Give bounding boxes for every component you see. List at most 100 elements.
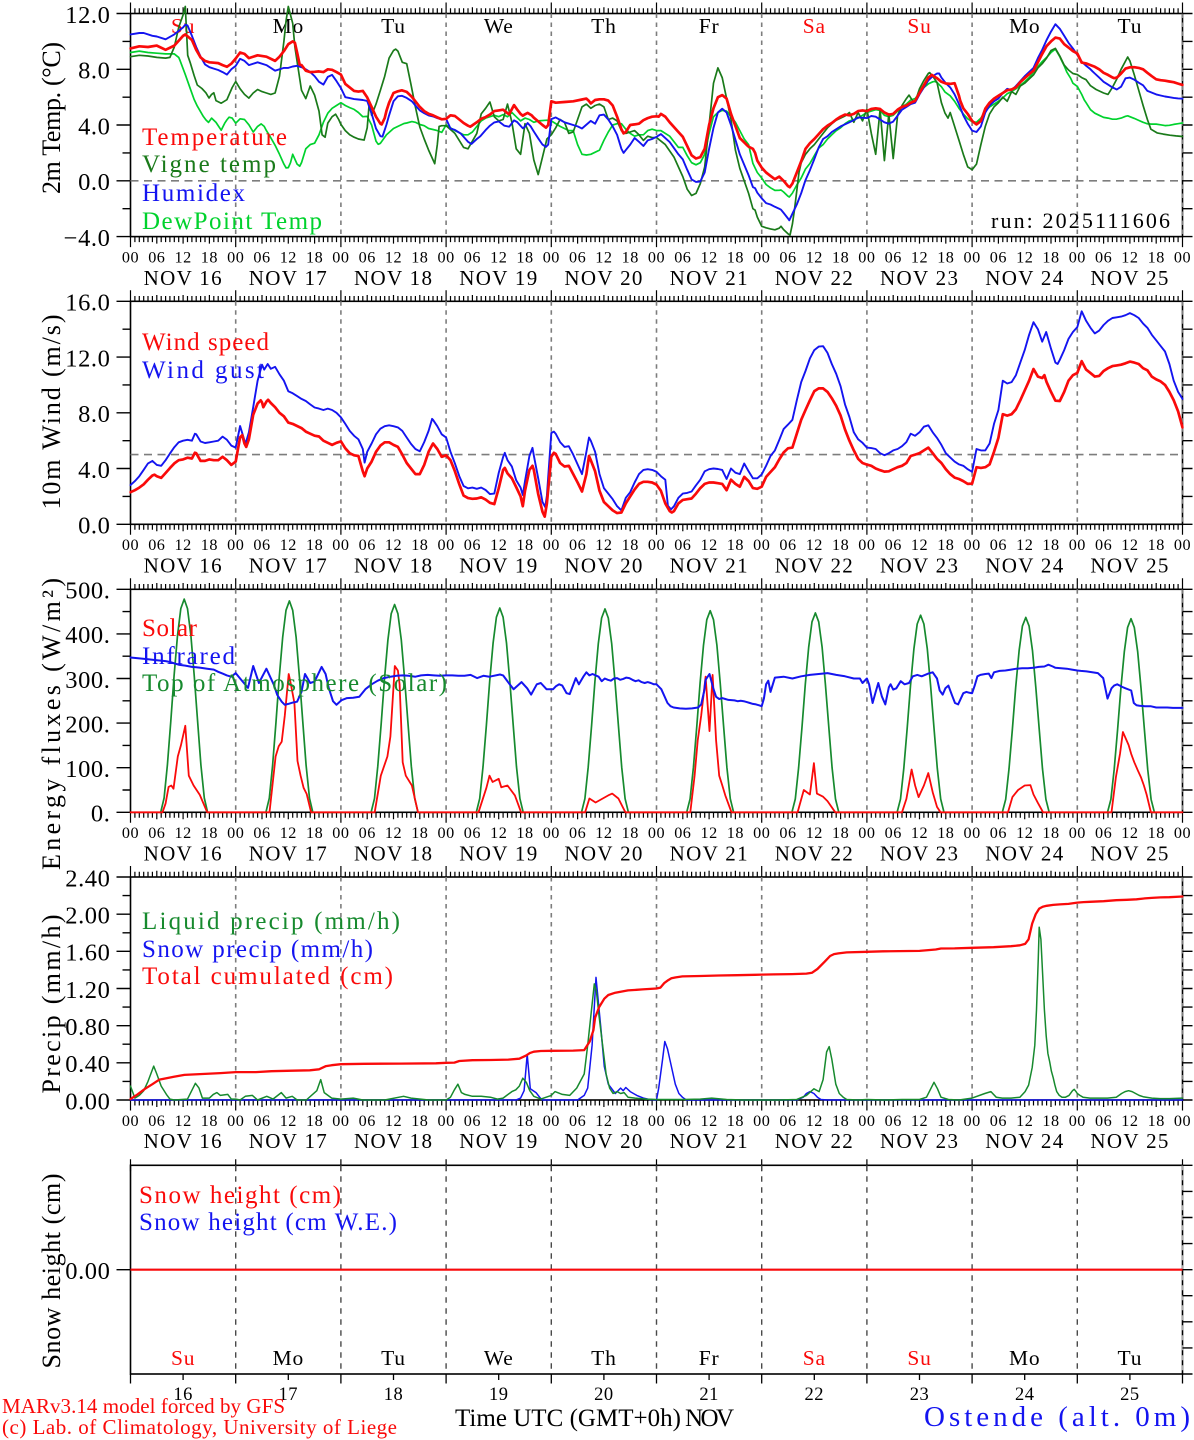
svg-text:NOV 25: NOV 25 [1090, 842, 1169, 866]
svg-text:NOV 24: NOV 24 [985, 842, 1064, 866]
svg-text:200.: 200. [65, 711, 110, 738]
svg-text:06: 06 [885, 1112, 902, 1130]
svg-text:Vigne temp: Vigne temp [142, 151, 276, 178]
svg-text:NOV 23: NOV 23 [880, 266, 959, 290]
svg-text:00: 00 [122, 248, 139, 266]
svg-text:Humidex: Humidex [142, 180, 246, 207]
svg-text:NOV 16: NOV 16 [144, 266, 223, 290]
svg-text:MARv3.14 model forced by GFS: MARv3.14 model forced by GFS [2, 1394, 285, 1418]
svg-text:18: 18 [201, 536, 218, 554]
svg-text:06: 06 [674, 248, 691, 266]
svg-text:12: 12 [1016, 248, 1033, 266]
svg-text:06: 06 [464, 536, 481, 554]
svg-text:00: 00 [964, 1112, 981, 1130]
svg-text:00: 00 [438, 536, 455, 554]
svg-text:12.0: 12.0 [65, 345, 110, 372]
svg-text:NOV 18: NOV 18 [354, 266, 433, 290]
svg-text:NOV 24: NOV 24 [985, 1129, 1064, 1153]
svg-text:NOV 17: NOV 17 [249, 266, 328, 290]
svg-text:NOV 16: NOV 16 [144, 842, 223, 866]
svg-text:00: 00 [332, 1112, 349, 1130]
svg-text:Time UTC (GMT+0h): Time UTC (GMT+0h) [455, 1405, 681, 1432]
svg-text:00: 00 [858, 1112, 875, 1130]
svg-text:400.: 400. [65, 622, 110, 649]
svg-text:Snow height (cm W.E.): Snow height (cm W.E.) [139, 1209, 397, 1236]
svg-text:1.20: 1.20 [65, 977, 110, 1004]
svg-text:18: 18 [1042, 1112, 1059, 1130]
svg-text:8.0: 8.0 [78, 58, 110, 85]
svg-text:18: 18 [516, 248, 533, 266]
svg-text:00: 00 [227, 824, 244, 842]
svg-text:06: 06 [1095, 248, 1112, 266]
svg-text:18: 18 [1042, 248, 1059, 266]
svg-text:18: 18 [516, 536, 533, 554]
svg-text:Snow height (cm): Snow height (cm) [139, 1182, 341, 1209]
svg-text:24: 24 [1015, 1385, 1035, 1405]
svg-text:00: 00 [753, 536, 770, 554]
svg-text:NOV 21: NOV 21 [670, 842, 749, 866]
svg-text:18: 18 [201, 248, 218, 266]
svg-text:00: 00 [1069, 824, 1086, 842]
svg-text:18: 18 [201, 1112, 218, 1130]
svg-text:18: 18 [1042, 824, 1059, 842]
svg-text:Tu: Tu [381, 14, 406, 38]
svg-text:18: 18 [937, 248, 954, 266]
svg-text:18: 18 [832, 536, 849, 554]
svg-text:We: We [484, 14, 514, 38]
svg-text:00: 00 [753, 824, 770, 842]
svg-text:Mo: Mo [273, 1346, 304, 1370]
svg-text:4.0: 4.0 [78, 457, 110, 484]
svg-text:06: 06 [990, 536, 1007, 554]
svg-text:06: 06 [885, 248, 902, 266]
svg-text:NOV 19: NOV 19 [459, 266, 538, 290]
svg-text:NOV 16: NOV 16 [144, 554, 223, 578]
svg-text:00: 00 [753, 248, 770, 266]
svg-text:18: 18 [1148, 248, 1165, 266]
svg-text:00: 00 [858, 824, 875, 842]
svg-text:18: 18 [384, 1385, 404, 1405]
svg-text:12: 12 [280, 536, 297, 554]
svg-text:NOV 23: NOV 23 [880, 554, 959, 578]
svg-text:Wind gust: Wind gust [142, 357, 264, 384]
svg-text:Mo: Mo [273, 14, 304, 38]
svg-text:18: 18 [937, 824, 954, 842]
svg-text:00: 00 [648, 1112, 665, 1130]
svg-text:12: 12 [490, 536, 507, 554]
svg-text:Sa: Sa [803, 1346, 826, 1370]
svg-text:06: 06 [464, 248, 481, 266]
svg-text:0.80: 0.80 [65, 1014, 110, 1041]
svg-text:−4.0: −4.0 [64, 225, 111, 252]
svg-text:12: 12 [1016, 1112, 1033, 1130]
svg-text:18: 18 [727, 248, 744, 266]
svg-text:18: 18 [306, 824, 323, 842]
svg-text:00: 00 [858, 248, 875, 266]
svg-text:12: 12 [175, 248, 192, 266]
svg-text:12: 12 [911, 248, 928, 266]
svg-text:NOV 19: NOV 19 [459, 554, 538, 578]
svg-text:18: 18 [727, 536, 744, 554]
svg-text:00: 00 [438, 1112, 455, 1130]
svg-text:NOV 19: NOV 19 [459, 1129, 538, 1153]
svg-text:0.0: 0.0 [78, 513, 110, 540]
svg-text:06: 06 [253, 1112, 270, 1130]
svg-text:NOV 17: NOV 17 [249, 1129, 328, 1153]
svg-text:NOV 22: NOV 22 [775, 842, 854, 866]
svg-text:16: 16 [173, 1385, 193, 1405]
svg-text:06: 06 [674, 536, 691, 554]
svg-text:18: 18 [622, 1112, 639, 1130]
svg-text:DewPoint Temp: DewPoint Temp [142, 208, 322, 235]
svg-text:06: 06 [569, 824, 586, 842]
svg-text:NOV 23: NOV 23 [880, 1129, 959, 1153]
svg-text:00: 00 [964, 824, 981, 842]
svg-text:12: 12 [806, 824, 823, 842]
svg-text:00: 00 [227, 248, 244, 266]
svg-text:Precip (mm/h): Precip (mm/h) [37, 915, 66, 1094]
svg-text:12: 12 [1121, 1112, 1138, 1130]
svg-text:Sa: Sa [803, 14, 826, 38]
svg-text:Mo: Mo [1009, 14, 1040, 38]
svg-text:Snow height (cm): Snow height (cm) [37, 1174, 66, 1369]
svg-text:NOV 23: NOV 23 [880, 842, 959, 866]
svg-text:18: 18 [411, 1112, 428, 1130]
svg-text:06: 06 [779, 824, 796, 842]
svg-text:23: 23 [910, 1385, 930, 1405]
